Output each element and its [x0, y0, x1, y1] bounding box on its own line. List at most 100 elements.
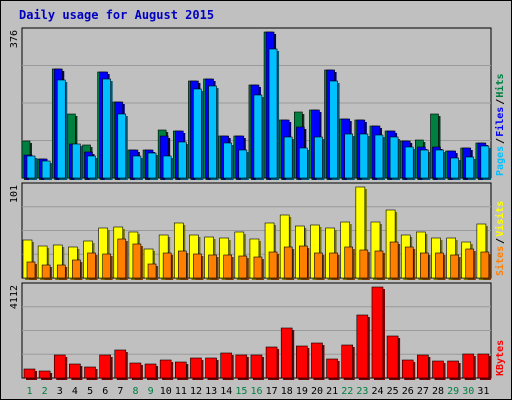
bar-kbytes-day-25: [386, 335, 399, 379]
x-tick-label-day-10: 10: [160, 386, 172, 397]
x-tick-label-day-14: 14: [220, 386, 232, 397]
bar-kbytes-day-23: [356, 314, 369, 379]
x-tick-label-day-31: 31: [477, 386, 489, 397]
bar-sites-day-12: [193, 253, 202, 279]
bar-sites-day-27: [420, 252, 429, 279]
bar-pages-day-6: [102, 78, 111, 179]
bar-kbytes-day-11: [174, 361, 187, 379]
x-tick-label-day-13: 13: [205, 386, 217, 397]
bar-kbytes-day-13: [205, 357, 217, 379]
legend-0-1: /: [495, 138, 506, 144]
legend-0-0: Pages: [495, 146, 506, 176]
bar-kbytes-day-2: [38, 370, 51, 379]
bar-pages-day-5: [87, 155, 96, 179]
bar-sites-day-22: [344, 246, 354, 279]
bar-pages-day-18: [283, 136, 293, 179]
bar-sites-day-23: [359, 249, 369, 279]
bar-kbytes-day-24: [371, 286, 384, 379]
x-tick-label-day-12: 12: [190, 386, 202, 397]
x-tick-label-day-1: 1: [27, 386, 33, 397]
x-tick-label-day-30: 30: [462, 386, 474, 397]
bar-kbytes-day-19: [296, 345, 308, 379]
x-tick-label-day-11: 11: [175, 386, 187, 397]
x-tick-label-day-2: 2: [42, 386, 48, 397]
y-axis-max-label-2: 4112: [9, 285, 20, 309]
bar-sites-day-5: [87, 252, 96, 279]
bar-sites-day-17: [268, 251, 278, 279]
bar-kbytes-day-22: [341, 344, 354, 379]
x-tick-label-day-8: 8: [132, 386, 138, 397]
legend-0-3: /: [495, 99, 506, 105]
x-tick-label-day-25: 25: [387, 386, 399, 397]
bar-pages-day-21: [329, 80, 338, 179]
bar-sites-day-18: [283, 246, 293, 279]
bar-pages-day-7: [117, 113, 127, 179]
x-tick-label-day-17: 17: [266, 386, 278, 397]
x-tick-label-day-20: 20: [311, 386, 323, 397]
bar-kbytes-day-4: [69, 363, 81, 379]
bar-pages-day-29: [450, 157, 459, 179]
bar-pages-day-22: [344, 133, 354, 179]
x-tick-label-day-18: 18: [281, 386, 293, 397]
bar-pages-day-23: [359, 133, 369, 179]
bar-pages-day-4: [72, 143, 81, 179]
bar-kbytes-day-15: [235, 354, 248, 379]
bar-sites-day-24: [374, 250, 384, 279]
bar-sites-day-4: [72, 259, 81, 279]
bar-kbytes-day-20: [311, 342, 323, 379]
bar-sites-day-2: [41, 264, 51, 279]
bar-sites-day-6: [102, 253, 111, 279]
bar-pages-day-9: [147, 152, 157, 179]
bar-sites-day-31: [480, 251, 490, 279]
bar-kbytes-day-3: [53, 354, 66, 379]
bar-kbytes-day-9: [144, 363, 157, 379]
bar-pages-day-30: [465, 156, 475, 179]
bar-sites-day-13: [208, 254, 217, 279]
x-tick-label-day-27: 27: [417, 386, 429, 397]
legend-1-0: Sites: [494, 246, 506, 276]
bar-sites-day-10: [162, 252, 172, 279]
x-tick-label-day-9: 9: [148, 386, 154, 397]
y-axis-max-label-1: 101: [9, 185, 20, 203]
bar-kbytes-day-1: [23, 368, 36, 379]
bar-kbytes-day-10: [159, 359, 172, 379]
x-tick-label-day-22: 22: [341, 386, 353, 397]
x-tick-label-day-29: 29: [447, 386, 459, 397]
bar-pages-day-8: [132, 155, 142, 179]
bar-sites-day-7: [117, 238, 127, 279]
x-tick-label-day-23: 23: [356, 386, 368, 397]
bar-pages-day-13: [208, 85, 217, 179]
x-tick-label-day-6: 6: [102, 386, 108, 397]
bar-sites-day-9: [147, 263, 157, 279]
bar-kbytes-day-27: [417, 354, 429, 379]
legend-1-1: /: [495, 238, 506, 244]
legend-0-4: Hits: [494, 74, 506, 98]
bar-sites-day-26: [404, 246, 414, 279]
bar-pages-day-3: [56, 79, 66, 179]
bar-sites-day-14: [223, 254, 232, 279]
bar-pages-day-2: [41, 160, 51, 179]
bar-sites-day-21: [329, 252, 338, 279]
bar-pages-day-26: [404, 146, 414, 179]
bar-pages-day-31: [480, 145, 490, 179]
bar-pages-day-24: [374, 134, 384, 179]
bar-kbytes-day-6: [99, 354, 111, 379]
bar-pages-day-15: [238, 149, 248, 179]
bar-sites-day-16: [253, 256, 263, 279]
chart-title: Daily usage for August 2015: [19, 8, 214, 22]
bar-kbytes-day-7: [114, 349, 127, 379]
bar-kbytes-day-26: [401, 359, 414, 379]
bar-kbytes-day-5: [84, 366, 96, 379]
bar-pages-day-20: [314, 136, 323, 179]
bar-kbytes-day-28: [432, 360, 444, 379]
bar-pages-day-10: [162, 155, 172, 179]
bar-kbytes-day-16: [250, 354, 263, 379]
x-tick-label-day-4: 4: [72, 386, 78, 397]
bar-kbytes-day-29: [447, 360, 459, 379]
bar-pages-day-27: [420, 149, 429, 179]
bar-pages-day-28: [435, 149, 444, 179]
x-tick-label-day-24: 24: [372, 386, 384, 397]
bar-sites-day-11: [177, 250, 187, 279]
